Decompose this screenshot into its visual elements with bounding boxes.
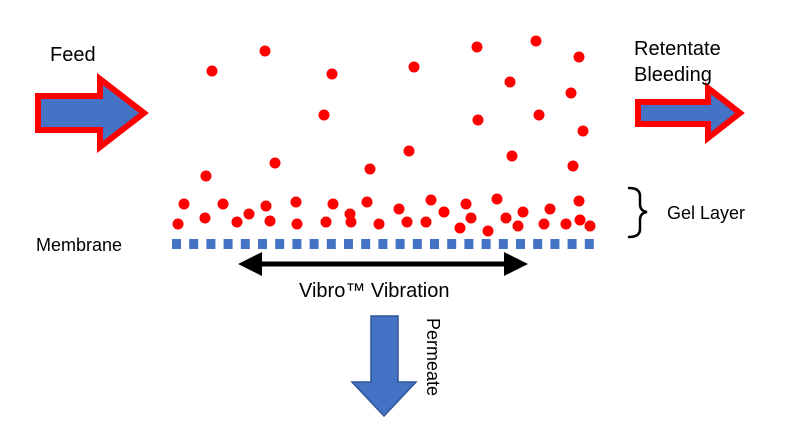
membrane-pore-segment [223,239,233,249]
retentate-arrow [635,81,745,145]
particle [573,51,585,63]
gel-particle [361,196,373,208]
gel-particle [393,203,405,215]
particle [259,45,271,57]
membrane-pore-segment [344,239,353,249]
gel-particle [420,216,432,228]
particle [364,163,376,175]
membrane-pore-segment [275,239,285,249]
feed-arrow [35,72,149,154]
gel-particle [584,220,596,232]
gel-particle [574,214,586,226]
gel-particle [454,222,466,234]
membrane-pore-segment [189,239,199,249]
gel-particle [538,218,550,230]
membrane-pore-segment [516,239,525,249]
membrane-pore-segment [240,239,250,249]
particle [200,170,212,182]
particle [530,35,542,47]
gel-layer-brace [627,186,648,239]
retentate-label-line1: Retentate [634,38,721,60]
membrane-pore-segment [309,239,319,249]
gel-particle [178,198,190,210]
gel-particle [573,195,585,207]
membrane-pore-segment [464,239,474,249]
gel-particle [199,212,211,224]
gel-particle [401,216,413,228]
membrane-pore-segment [481,239,491,249]
particle [565,87,577,99]
gel-particle [465,212,477,224]
particle [269,157,281,169]
membrane-pore-segment [430,239,439,249]
gel-particle [231,216,243,228]
gel-particle [482,225,494,237]
membrane [172,239,594,249]
gel-particle [344,208,356,220]
membrane-pore-segment [447,239,457,249]
membrane-pore-segment [172,239,181,249]
feed-label: Feed [50,44,96,66]
particle [506,150,518,162]
permeate-label: Permeate [423,318,443,396]
membrane-label: Membrane [36,235,122,255]
particle [403,145,415,157]
permeate-arrow [350,315,418,418]
membrane-pore-segment [395,239,405,249]
particle [533,109,545,121]
gel-particle [327,198,339,210]
membrane-pore-segment [550,239,560,249]
gel-particle [460,198,472,210]
membrane-pore-segment [567,239,577,249]
feed-particles [200,35,589,182]
particle [326,68,338,80]
retentate-label-line2: Bleeding [634,64,712,86]
gel-particle [500,212,512,224]
membrane-pore-segment [326,239,336,249]
gel-layer-label: Gel Layer [667,203,745,223]
gel-particle [560,218,572,230]
membrane-pore-segment [412,239,422,249]
particle [408,61,420,73]
vibration-label: Vibro™ Vibration [299,280,449,302]
particle [471,41,483,53]
membrane-pore-segment [206,239,216,249]
gel-particle [517,206,529,218]
vibration-arrow [238,252,528,276]
membrane-pore-segment [292,239,302,249]
membrane-pore-segment [361,239,371,249]
gel-layer-particles [172,193,596,237]
gel-particle [264,215,276,227]
membrane-pore-segment [533,239,543,249]
gel-particle [217,198,229,210]
particle [318,109,330,121]
membrane-pore-segment [378,239,388,249]
membrane-pore-segment [498,239,508,249]
gel-particle [260,200,272,212]
gel-particle [172,218,184,230]
particle [577,125,589,137]
gel-particle [512,220,524,232]
particle [504,76,516,88]
particle [472,114,484,126]
gel-particle [290,196,302,208]
membrane-pore-segment [584,239,594,249]
gel-particle [320,216,332,228]
gel-particle [243,208,255,220]
gel-particle [373,218,385,230]
gel-particle [438,206,450,218]
gel-particle [345,216,357,228]
gel-particle [491,193,503,205]
membrane-pore-segment [258,239,267,249]
gel-particle [425,194,437,206]
particle [567,160,579,172]
gel-particle [544,203,556,215]
gel-particle [291,218,303,230]
particle [206,65,218,77]
